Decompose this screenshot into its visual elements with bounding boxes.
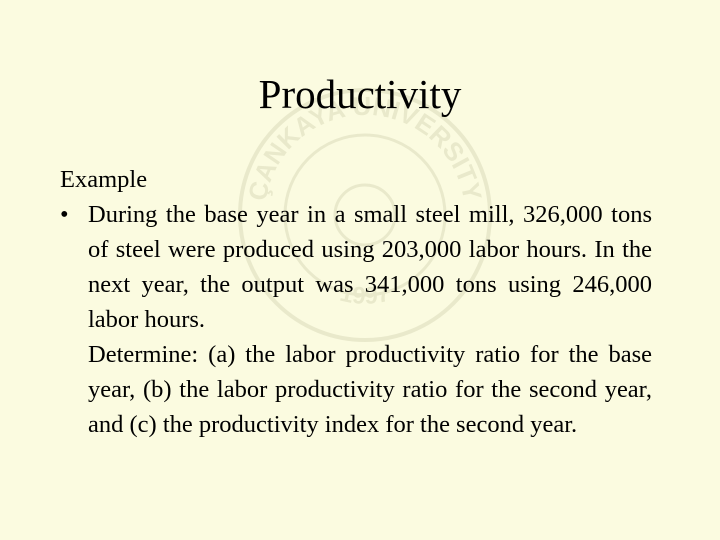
problem-statement: During the base year in a small steel mi… xyxy=(88,201,652,333)
problem-question: Determine: (a) the labor productivity ra… xyxy=(88,341,652,438)
slide-title: Productivity xyxy=(258,71,462,117)
bullet-icon: • xyxy=(60,201,69,228)
slide-body: Example • During the base year in a smal… xyxy=(60,162,652,442)
bullet-item: • During the base year in a small steel … xyxy=(60,197,652,442)
example-heading: Example xyxy=(60,166,148,193)
university-seal-watermark: ÇANKAYA UNIVERSITY 1997 xyxy=(238,88,492,342)
